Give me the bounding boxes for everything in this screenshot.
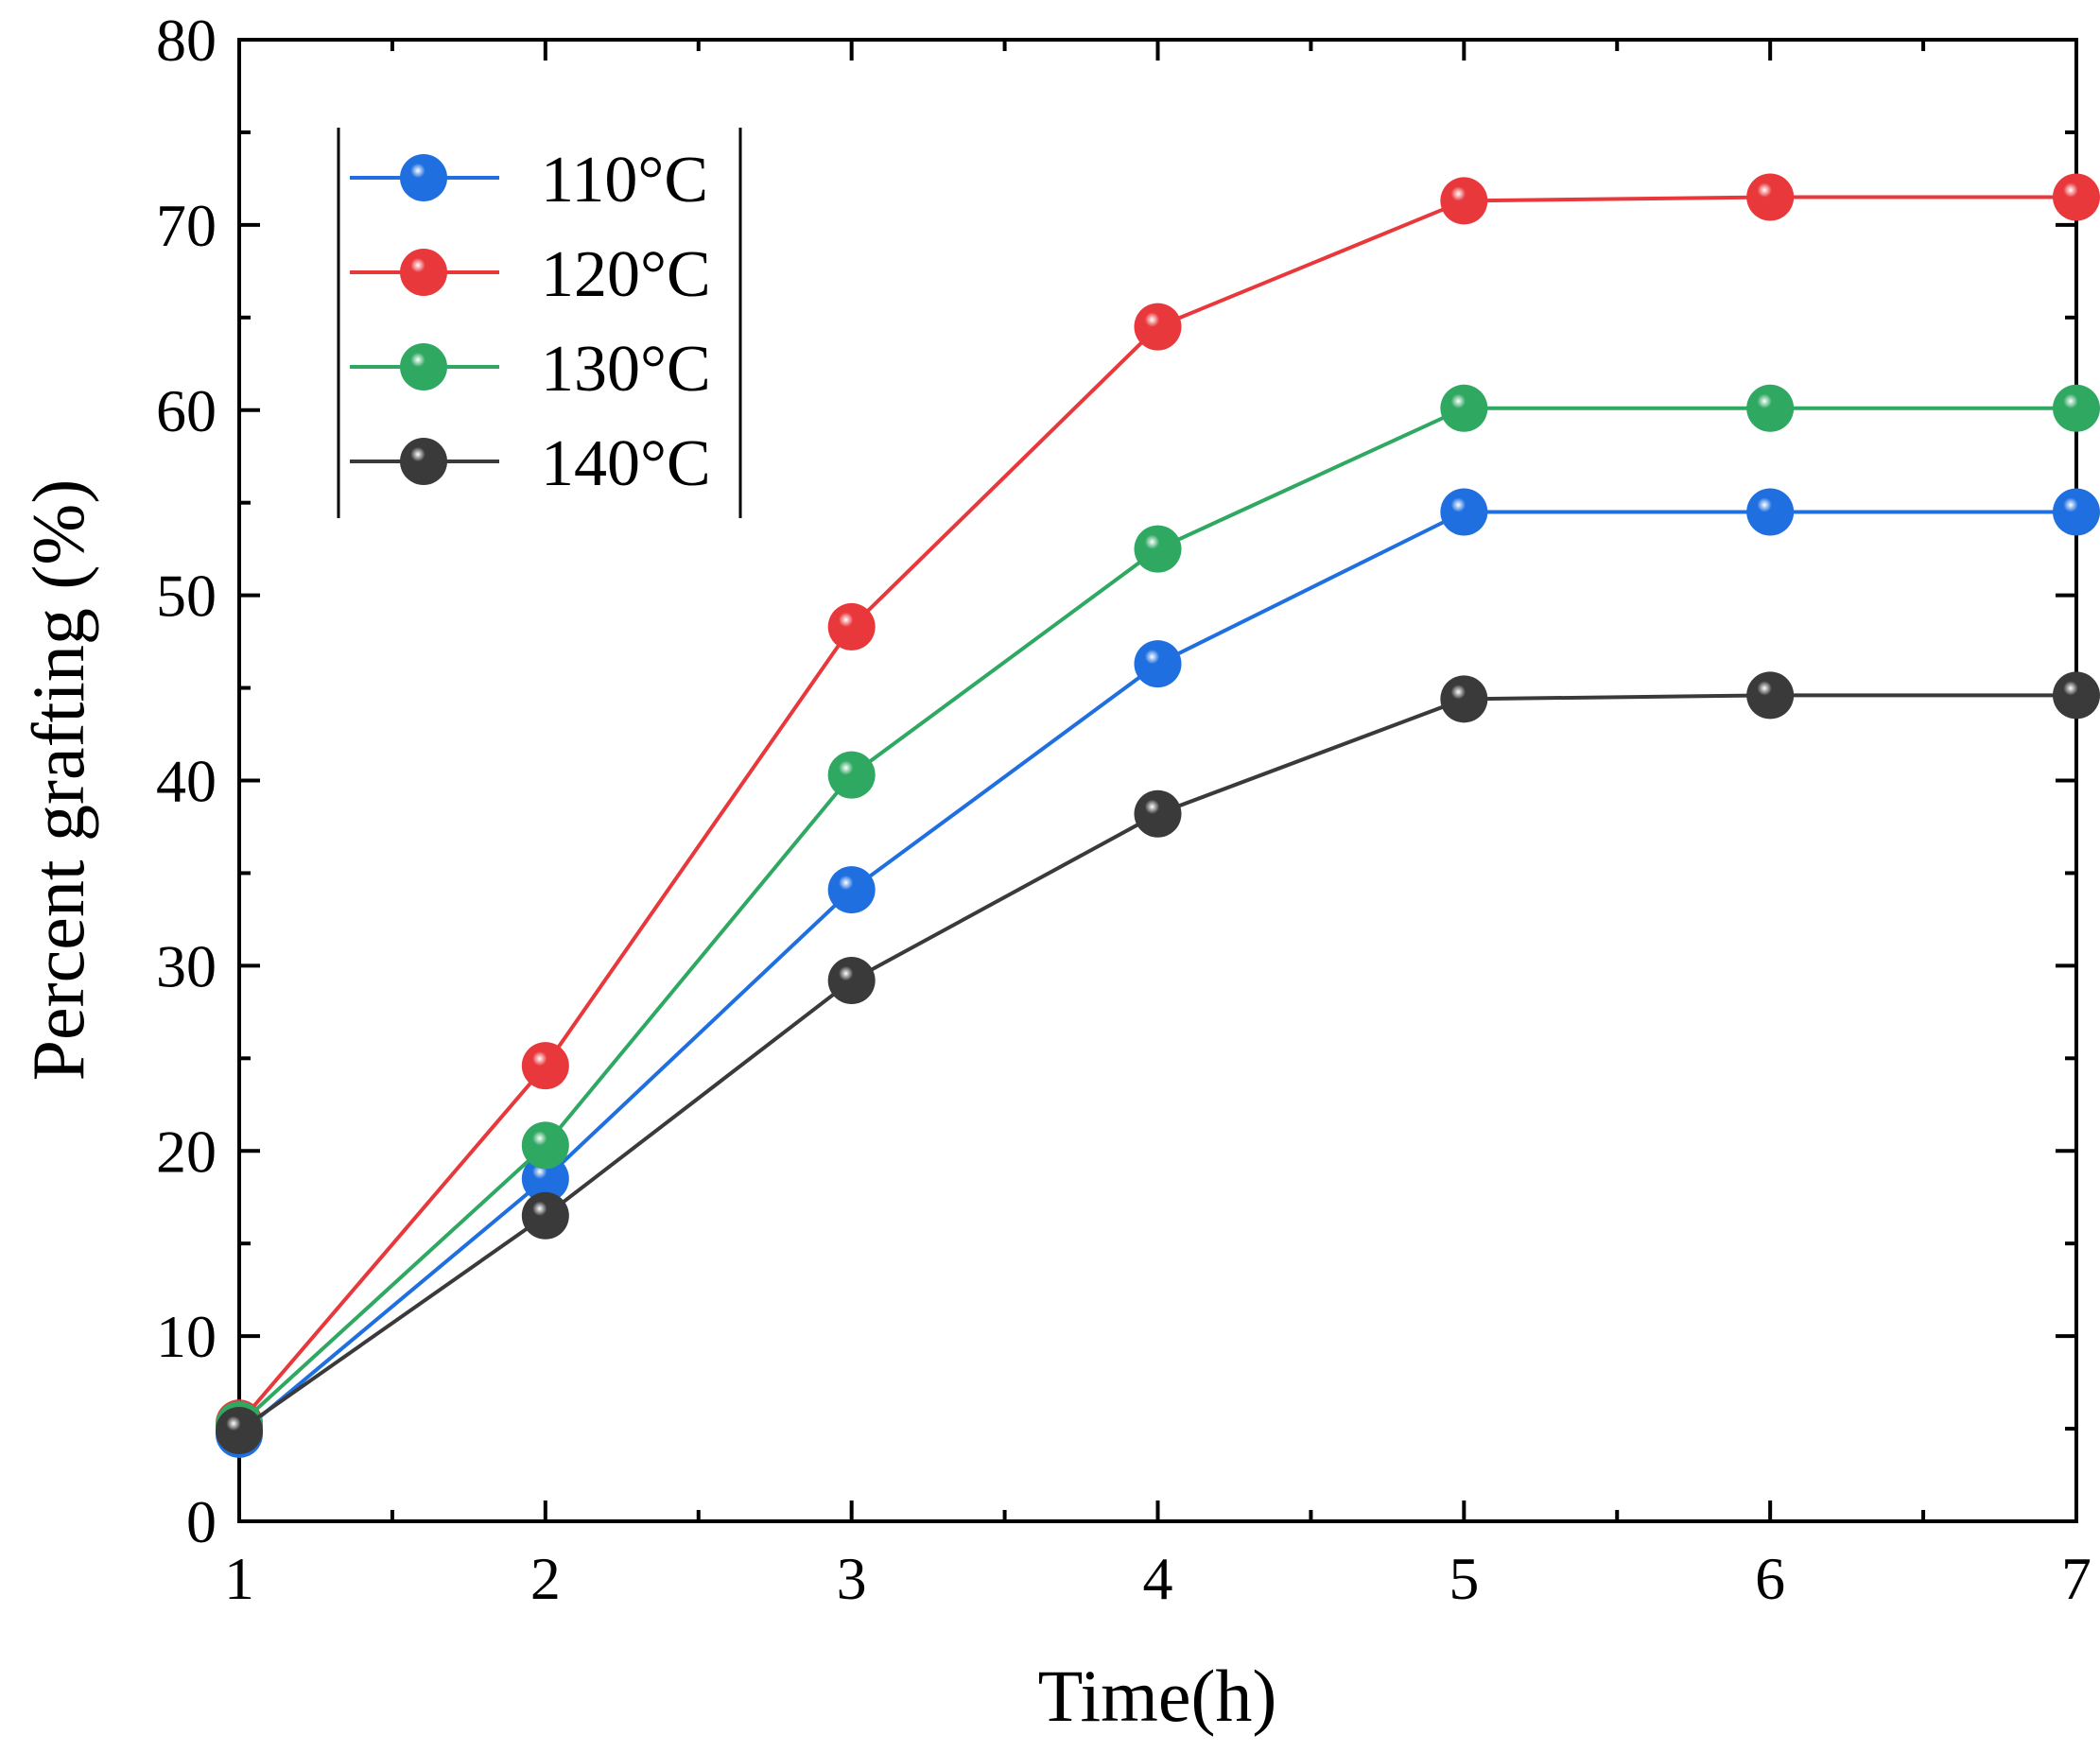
data-point	[827, 866, 876, 914]
y-tick-label: 30	[156, 932, 217, 999]
data-point	[1440, 177, 1488, 225]
data-point	[1134, 303, 1182, 351]
series-1	[216, 488, 2100, 1458]
y-tick-label: 50	[156, 563, 217, 630]
data-point	[1134, 789, 1182, 838]
data-point	[827, 602, 876, 650]
legend-marker	[400, 343, 447, 390]
y-tick-label: 40	[156, 748, 217, 815]
x-tick-label: 2	[530, 1545, 561, 1612]
data-point	[2053, 173, 2100, 221]
legend-label: 110°C	[541, 144, 708, 217]
legend-label: 120°C	[541, 238, 711, 311]
data-point	[1746, 384, 1795, 432]
data-point	[2053, 488, 2100, 536]
series-group	[216, 173, 2100, 1458]
data-point	[1440, 675, 1488, 723]
data-point	[1440, 488, 1488, 536]
x-tick-label: 1	[224, 1545, 254, 1612]
data-point	[827, 957, 876, 1005]
y-tick-label: 60	[156, 377, 217, 444]
x-axis-title: Time(h)	[1038, 1655, 1277, 1737]
data-point	[521, 1154, 569, 1203]
y-tick-label: 80	[156, 7, 217, 74]
y-tick-label: 70	[156, 192, 217, 259]
legend: 110°C 120°C 130°C 140°C	[337, 128, 742, 518]
x-tick-label: 5	[1449, 1545, 1479, 1612]
data-point	[521, 1191, 569, 1240]
data-point	[1746, 173, 1795, 221]
y-tick-label: 10	[156, 1303, 217, 1370]
y-tick-label: 0	[186, 1488, 217, 1555]
data-point	[1746, 671, 1795, 720]
legend-label: 130°C	[541, 333, 711, 406]
data-point	[216, 1407, 263, 1455]
plot-frame	[237, 38, 2078, 1523]
data-point	[2053, 384, 2100, 432]
series-3	[216, 384, 2100, 1449]
data-point	[1134, 525, 1182, 573]
data-point	[2053, 671, 2100, 720]
data-point	[521, 1042, 569, 1090]
data-point	[1746, 488, 1795, 536]
x-tick-label: 7	[2061, 1545, 2091, 1612]
y-tick-label: 20	[156, 1118, 217, 1185]
legend-marker	[400, 249, 447, 296]
legend-label: 140°C	[541, 427, 711, 500]
x-tick-label: 4	[1143, 1545, 1173, 1612]
x-tick-label: 3	[837, 1545, 867, 1612]
legend-marker	[400, 154, 447, 201]
data-point	[521, 1121, 569, 1170]
data-point	[1134, 640, 1182, 688]
data-point	[1440, 384, 1488, 432]
data-point	[827, 751, 876, 799]
x-tick-label: 6	[1755, 1545, 1785, 1612]
series-4	[216, 671, 2100, 1455]
y-axis-title: Percent grafting (%)	[17, 479, 99, 1082]
legend-marker	[400, 438, 447, 485]
axis-ticks	[237, 38, 2078, 1523]
